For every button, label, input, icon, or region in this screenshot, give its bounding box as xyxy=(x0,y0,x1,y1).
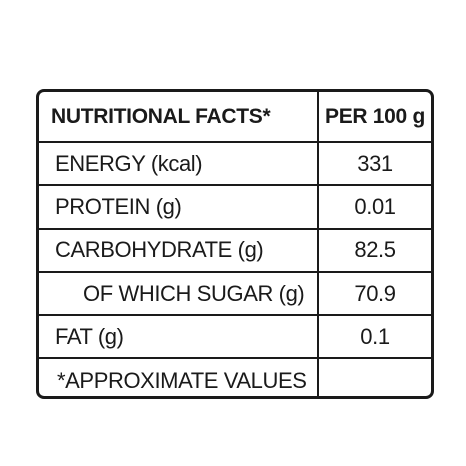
table-header-row: NUTRITIONAL FACTS* PER 100 g xyxy=(39,92,431,143)
row-label: PROTEIN (g) xyxy=(39,184,319,230)
header-label: NUTRITIONAL FACTS* xyxy=(39,92,319,143)
row-label: OF WHICH SUGAR (g) xyxy=(39,270,319,317)
row-label: ENERGY (kcal) xyxy=(39,140,319,187)
row-value: 0.1 xyxy=(317,314,431,360)
header-value: PER 100 g xyxy=(317,92,431,143)
table-row-fat: FAT (g) 0.1 xyxy=(39,314,431,360)
row-label: FAT (g) xyxy=(39,314,319,360)
table-row-sugar: OF WHICH SUGAR (g) 70.9 xyxy=(39,270,431,317)
row-value: 331 xyxy=(317,140,431,187)
nutrition-facts-table: NUTRITIONAL FACTS* PER 100 g ENERGY (kca… xyxy=(39,92,431,396)
footnote-empty-cell xyxy=(317,357,431,396)
table-row-protein: PROTEIN (g) 0.01 xyxy=(39,184,431,230)
table-row-carbohydrate: CARBOHYDRATE (g) 82.5 xyxy=(39,227,431,273)
row-value: 82.5 xyxy=(317,227,431,273)
footnote: *APPROXIMATE VALUES xyxy=(39,357,319,396)
table-row-footnote: *APPROXIMATE VALUES xyxy=(39,357,431,396)
row-value: 70.9 xyxy=(317,270,431,317)
row-label: CARBOHYDRATE (g) xyxy=(39,227,319,273)
row-value: 0.01 xyxy=(317,184,431,230)
nutrition-facts-panel: NUTRITIONAL FACTS* PER 100 g ENERGY (kca… xyxy=(36,89,434,399)
table-row-energy: ENERGY (kcal) 331 xyxy=(39,140,431,187)
